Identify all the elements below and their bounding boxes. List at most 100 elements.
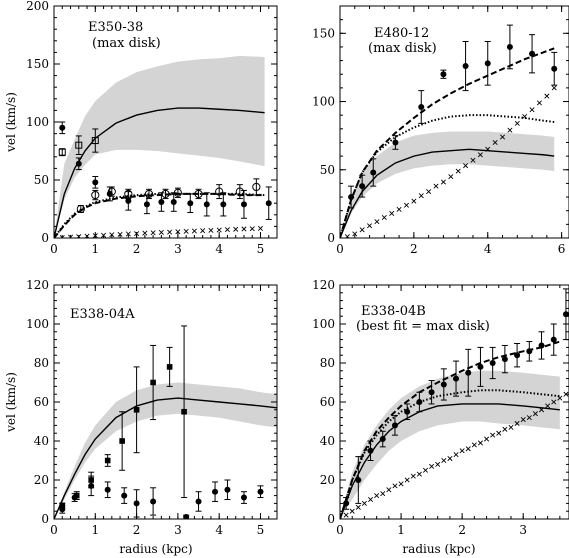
filled-circle-marker (538, 342, 545, 349)
cross-marker (536, 100, 542, 106)
cross-marker (355, 504, 361, 510)
open-circle-marker (161, 189, 170, 199)
filled-circle-marker (170, 199, 177, 206)
panel-e338-04a: 0 1 2 3 4 5 0 20 40 60 80 100 120 E338-04A vel (km/s) r… (4, 278, 278, 556)
solid-curve (54, 107, 265, 238)
cross-marker (191, 228, 197, 234)
cross-marker (249, 226, 255, 232)
filled-square-marker (119, 438, 125, 444)
cross-marker (368, 496, 374, 503)
y-tick-label: 20 (320, 473, 335, 487)
cross-marker (453, 452, 459, 458)
open-square-marker (58, 148, 66, 156)
open-circle-marker (91, 190, 100, 200)
x-tick-label: 2 (410, 242, 418, 256)
x-tick-label: 1 (91, 242, 99, 256)
y-tick-label: 150 (26, 57, 49, 71)
y-tick-label: 150 (312, 26, 335, 40)
dotted-curve (54, 192, 265, 238)
filled-circle-marker (484, 60, 491, 67)
cross-marker (386, 487, 392, 493)
filled-square-marker (73, 492, 80, 499)
cross-marker (418, 193, 424, 199)
y-tick-label: 20 (34, 473, 49, 487)
cross-marker (208, 227, 214, 233)
filled-circle-marker (59, 124, 66, 131)
cross-marker (514, 120, 520, 126)
x-tick-label: 4 (215, 242, 223, 256)
cross-marker (465, 446, 471, 452)
cross-marker (109, 232, 115, 238)
cross-marker (520, 417, 526, 423)
cross-marker (448, 174, 454, 180)
panel-title: E480-12 (374, 26, 429, 41)
cross-marker (381, 215, 387, 221)
y-tick-label: 0 (41, 231, 49, 245)
filled-circle-marker (529, 50, 536, 57)
filled-circle-marker (477, 363, 484, 370)
cross-marker (389, 210, 395, 216)
cross-marker (216, 227, 222, 233)
cross-marker (352, 231, 358, 237)
filled-circle-marker (257, 488, 264, 495)
cross-marker (485, 146, 491, 152)
cross-marker (551, 85, 557, 91)
x-tick-label: 2 (458, 523, 466, 537)
filled-circle-marker (187, 200, 194, 207)
cross-marker (557, 395, 563, 401)
y-tick-label: 80 (320, 356, 335, 370)
dashed-curve (54, 192, 265, 238)
filled-circle-marker (418, 103, 425, 110)
filled-circle-marker (404, 408, 411, 415)
open-square-marker (75, 141, 83, 149)
cross-marker (142, 230, 148, 236)
x-tick-label: 0 (50, 523, 58, 537)
y-tick-label: 80 (34, 356, 49, 370)
filled-circle-marker (265, 200, 272, 207)
y-tick-label: 100 (312, 317, 335, 331)
panel-title: E338-04A (70, 307, 135, 322)
filled-circle-marker (359, 183, 366, 190)
cross-marker (175, 229, 181, 235)
dotted-curve (340, 389, 560, 519)
y-tick-label: 0 (41, 512, 49, 526)
dotted-curve (340, 114, 555, 238)
y-tick-label: 120 (312, 278, 335, 292)
filled-circle-marker (462, 63, 469, 70)
y-tick-label: 0 (327, 512, 335, 526)
cross-marker (398, 481, 404, 487)
plot-area (54, 325, 277, 519)
cross-marker (539, 407, 545, 413)
uncertainty-band (340, 370, 560, 519)
filled-square-marker (104, 457, 111, 464)
x-tick-label: 3 (174, 242, 182, 256)
cross-marker (359, 227, 365, 233)
cross-marker (404, 477, 410, 483)
cross-marker (459, 448, 465, 454)
cross-marker (150, 230, 156, 236)
x-tick-label: 1 (91, 523, 99, 537)
panel-e338-04b: 0 1 2 3 0 20 40 60 80 100 120 E338-04B(best fit = m… (312, 278, 569, 556)
y-tick-label: 120 (26, 278, 49, 292)
cross-marker (470, 157, 476, 163)
cross-marker (158, 229, 164, 235)
y-tick-label: 40 (34, 434, 49, 448)
x-tick-label: 5 (257, 242, 265, 256)
filled-circle-marker (550, 336, 557, 343)
filled-circle-marker (158, 199, 165, 206)
filled-circle-marker (92, 179, 99, 186)
cross-marker (380, 491, 386, 497)
cross-marker (426, 189, 432, 195)
x-axis-label: radius (kpc) (119, 542, 192, 556)
filled-circle-marker (224, 486, 231, 493)
cross-marker (233, 226, 239, 232)
filled-circle-marker (75, 160, 82, 167)
panel-subtitle: (max disk) (368, 41, 437, 56)
cross-marker (257, 225, 263, 231)
x-tick-label: 3 (519, 523, 527, 537)
cross-marker (563, 391, 569, 397)
cross-marker (343, 512, 349, 518)
dashed-curve (340, 47, 555, 238)
cross-marker (514, 420, 520, 426)
filled-circle-marker (526, 348, 533, 355)
